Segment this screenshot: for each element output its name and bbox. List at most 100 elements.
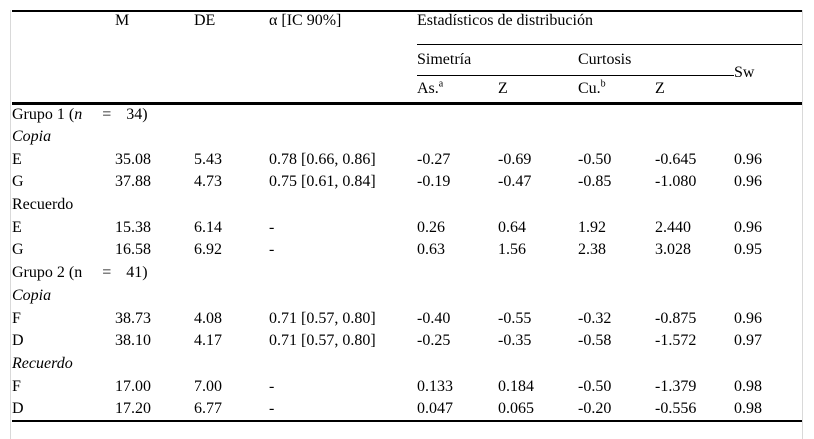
group-row-label: Grupo 2 (n = 41) (12, 262, 802, 285)
cell-m: 37.88 (115, 173, 151, 191)
as-label: As. (417, 79, 439, 97)
distribution-stats-header: Estadísticos de distribución (417, 11, 803, 45)
col-de-header: DE (194, 11, 269, 105)
group-n: n (74, 264, 83, 282)
col-z-curtosis-header: Z (655, 75, 734, 105)
cell-label: E (12, 150, 22, 168)
table-body: Grupo 1 ( n = 34) Copia E 35.08 5.43 0.78 [0.66,… (12, 103, 802, 421)
cell-z-simetria: 0.64 (498, 218, 526, 236)
group-suffix: 41) (126, 264, 148, 282)
table-row: G 37.88 4.73 0.75 [0.61, 0.84] -0.19 -0.47 -0.… (12, 171, 802, 194)
cell-sw: 0.98 (734, 377, 762, 395)
table-row: D 38.10 4.17 0.71 [0.57, 0.80] -0.25 -0.35 -0.… (12, 330, 802, 353)
cell-m: 17.20 (115, 399, 151, 417)
cell-alpha: - (269, 218, 275, 236)
cell-as: -0.27 (417, 150, 451, 168)
cell-as: -0.25 (417, 332, 451, 350)
footnote-a-marker: a (438, 78, 444, 90)
cell-alpha: 0.78 [0.66, 0.86] (269, 150, 376, 168)
cell-label: E (12, 218, 22, 236)
cell-label: G (12, 173, 24, 191)
col-cu-header: Cu.b (578, 75, 655, 105)
cell-label: F (12, 377, 21, 395)
group-eq: = (102, 106, 112, 124)
cell-alpha: 0.75 [0.61, 0.84] (269, 173, 376, 191)
cell-de: 4.08 (194, 309, 222, 327)
cell-as: 0.047 (417, 399, 453, 417)
cell-label: G (12, 241, 24, 259)
cell-z-curtosis: -0.875 (655, 309, 697, 327)
stats-table: M DE α [IC 90%] Estadísticos de distribu… (12, 10, 803, 422)
cell-as: 0.63 (417, 241, 445, 259)
cell-z-curtosis: 2.440 (655, 218, 691, 236)
cell-z-curtosis: -1.379 (655, 377, 697, 395)
cell-z-curtosis: 3.028 (655, 241, 691, 259)
col-m-header: M (115, 11, 194, 105)
cell-z-simetria: 0.065 (498, 399, 534, 417)
label-column-header (12, 11, 115, 105)
curtosis-header: Curtosis (578, 44, 734, 76)
table-row: D 17.20 6.77 - 0.047 0.065 -0.20 -0.556 0.98 (12, 398, 802, 421)
cell-de: 6.92 (194, 241, 222, 259)
cell-alpha: 0.71 [0.57, 0.80] (269, 309, 376, 327)
cell-sw: 0.96 (734, 173, 762, 191)
table-header: M DE α [IC 90%] Estadísticos de distribu… (12, 11, 803, 105)
cell-m: 16.58 (115, 241, 151, 259)
cell-as: -0.40 (417, 309, 451, 327)
cell-sw: 0.97 (734, 332, 762, 350)
table-row: Grupo 2 (n = 41) (12, 262, 802, 285)
cell-label: D (12, 399, 24, 417)
cell-z-simetria: 1.56 (498, 241, 526, 259)
cell-de: 7.00 (194, 377, 222, 395)
cell-m: 35.08 (115, 150, 151, 168)
table-row: Copia (12, 126, 802, 149)
header-row-1: M DE α [IC 90%] Estadísticos de distribu… (12, 11, 803, 105)
cell-z-simetria: -0.55 (498, 309, 532, 327)
cell-as: 0.133 (417, 377, 453, 395)
table-row: G 16.58 6.92 - 0.63 1.56 2.38 3.028 0.95 (12, 239, 802, 262)
cell-m: 15.38 (115, 218, 151, 236)
cell-cu: 1.92 (578, 218, 606, 236)
section-row-label: Recuerdo (12, 354, 73, 372)
cell-de: 5.43 (194, 150, 222, 168)
cell-sw: 0.96 (734, 218, 762, 236)
cell-cu: -0.20 (578, 399, 612, 417)
cell-z-curtosis: -0.645 (655, 150, 697, 168)
cell-cu: -0.58 (578, 332, 612, 350)
table-row: Recuerdo (12, 194, 802, 217)
cell-z-curtosis: -1.080 (655, 173, 697, 191)
simetria-header: Simetría (417, 44, 578, 76)
cell-alpha: - (269, 399, 275, 417)
cell-z-curtosis: -0.556 (655, 399, 697, 417)
table-row: Grupo 1 (n = 34) (12, 103, 802, 126)
header-row-3: As.a Z Cu.b Z (12, 75, 802, 105)
cell-de: 4.73 (194, 173, 222, 191)
table-row: F 17.00 7.00 - 0.133 0.184 -0.50 -1.379 0.98 (12, 375, 802, 398)
cell-as: -0.19 (417, 173, 451, 191)
cell-sw: 0.98 (734, 399, 762, 417)
cell-z-curtosis: -1.572 (655, 332, 697, 350)
cell-sw: 0.95 (734, 241, 762, 259)
cell-de: 6.14 (194, 218, 222, 236)
cell-label: F (12, 309, 21, 327)
group-prefix: Grupo 2 ( (12, 264, 75, 282)
cell-cu: -0.85 (578, 173, 612, 191)
table-right-border (802, 10, 803, 439)
group-eq: = (102, 264, 112, 282)
group-suffix: 34) (126, 106, 148, 124)
footnote-b-marker: b (600, 78, 606, 90)
cell-as: 0.26 (417, 218, 445, 236)
cell-cu: -0.50 (578, 377, 612, 395)
cell-sw: 0.96 (734, 309, 762, 327)
table-row: F 38.73 4.08 0.71 [0.57, 0.80] -0.40 -0.55 -0.… (12, 307, 802, 330)
section-row-label: Copia (12, 128, 52, 146)
group-prefix: Grupo 1 ( (12, 106, 75, 124)
cell-label: D (12, 332, 24, 350)
cell-de: 4.17 (194, 332, 222, 350)
header-row-2: Simetría Curtosis Sw (12, 44, 803, 105)
table-row: Recuerdo (12, 353, 802, 376)
col-z-simetria-header: Z (498, 75, 578, 105)
col-as-header: As.a (417, 75, 498, 105)
table-row: E 15.38 6.14 - 0.26 0.64 1.92 2.440 0.96 (12, 216, 802, 239)
cell-alpha: - (269, 377, 275, 395)
